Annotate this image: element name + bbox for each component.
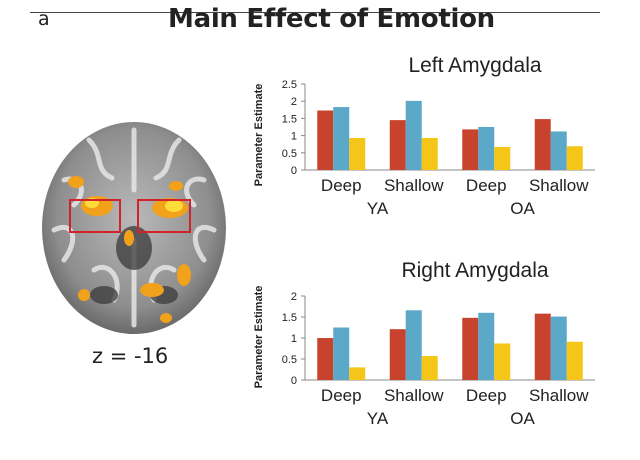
y-axis-label: Parameter Estimate	[253, 84, 265, 187]
category-label: Shallow	[529, 176, 589, 195]
bar-1	[389, 120, 406, 170]
right-amygdala-roi-box	[137, 199, 191, 233]
bar-2	[550, 316, 567, 380]
bar-3	[566, 146, 583, 170]
activation-blobs	[68, 176, 191, 323]
brain-slice-image	[42, 122, 226, 334]
group-label: OA	[510, 199, 535, 218]
y-tick-label: 0	[291, 375, 297, 387]
y-tick-label: 2	[291, 291, 297, 303]
bar-1	[534, 313, 551, 380]
bar-2	[405, 100, 422, 170]
group-label: YA	[367, 199, 389, 218]
category-label: Deep	[466, 386, 507, 405]
chart-title: Left Amygdala	[408, 54, 541, 77]
y-tick-label: 2	[291, 96, 297, 108]
y-tick-label: 0.5	[282, 148, 297, 160]
bar-1	[389, 329, 406, 380]
y-tick-label: 2.5	[282, 79, 297, 91]
bar-3	[494, 146, 511, 170]
y-axis-label: Parameter Estimate	[253, 286, 265, 389]
category-label: Deep	[321, 176, 362, 195]
figure-title: Main Effect of Emotion	[168, 4, 495, 34]
bar-3	[566, 341, 583, 380]
bar-1	[462, 129, 479, 170]
y-tick-label: 0.5	[282, 354, 297, 366]
slice-label: z = -16	[92, 344, 169, 368]
bar-3	[349, 367, 366, 380]
bar-1	[317, 110, 334, 170]
group-label: OA	[510, 409, 535, 428]
bar-2	[478, 312, 495, 380]
category-label: Deep	[321, 386, 362, 405]
bar-1	[317, 338, 334, 380]
bar-1	[462, 317, 479, 380]
y-tick-label: 1.5	[282, 113, 297, 125]
bar-3	[349, 138, 366, 170]
bar-3	[421, 138, 438, 170]
bar-3	[494, 343, 511, 380]
left-amygdala-chart: Left Amygdala Parameter Estimate 0 0.5 1 1.5 2…	[253, 54, 595, 218]
y-tick-label: 1	[291, 333, 297, 345]
y-tick-label: 1.5	[282, 312, 297, 324]
top-rule	[30, 12, 600, 13]
right-amygdala-chart: Right Amygdala Parameter Estimate 0 0.5 1 1.5…	[253, 259, 595, 428]
left-amygdala-roi-box	[69, 199, 121, 233]
y-tick-label: 0	[291, 165, 297, 177]
bar-2	[550, 131, 567, 170]
category-label: Shallow	[384, 176, 444, 195]
chart-title: Right Amygdala	[401, 259, 548, 282]
bar-2	[333, 327, 350, 380]
bar-1	[534, 119, 551, 170]
bar-2	[333, 107, 350, 170]
panel-letter: a	[38, 8, 50, 30]
group-label: YA	[367, 409, 389, 428]
bar-2	[478, 127, 495, 170]
category-label: Deep	[466, 176, 507, 195]
bar-3	[421, 356, 438, 380]
y-tick-label: 1	[291, 131, 297, 143]
category-label: Shallow	[529, 386, 589, 405]
bar-2	[405, 310, 422, 380]
category-label: Shallow	[384, 386, 444, 405]
